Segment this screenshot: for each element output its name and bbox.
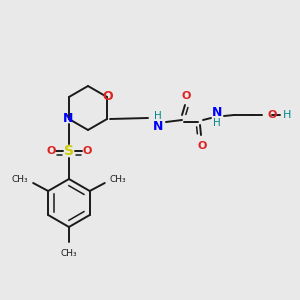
Text: S: S [64, 144, 74, 158]
Text: N: N [63, 112, 73, 125]
Text: CH₃: CH₃ [110, 176, 126, 184]
Text: H: H [154, 111, 162, 121]
Text: N: N [153, 119, 163, 133]
Text: O: O [197, 141, 207, 151]
Text: H: H [213, 118, 221, 128]
Text: O: O [103, 91, 113, 103]
Text: O: O [82, 146, 92, 156]
Text: O: O [181, 91, 191, 101]
Text: H: H [283, 110, 291, 120]
Text: O: O [267, 110, 276, 120]
Text: CH₃: CH₃ [61, 249, 77, 258]
Text: O: O [46, 146, 56, 156]
Text: N: N [212, 106, 222, 119]
Text: CH₃: CH₃ [11, 176, 28, 184]
